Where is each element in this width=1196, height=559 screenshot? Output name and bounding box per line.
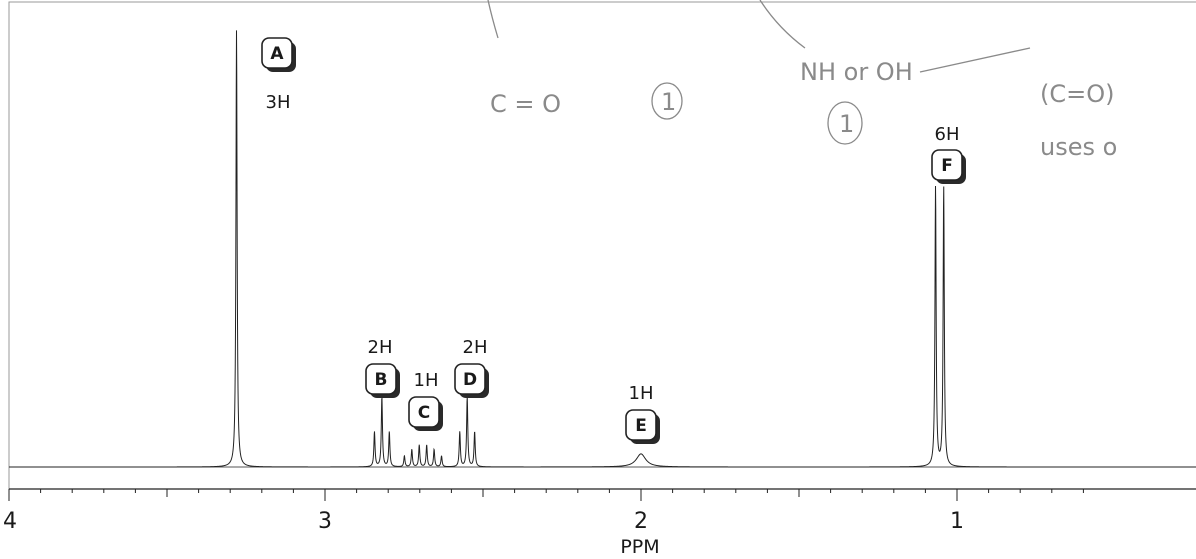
hand-note-uses: uses o xyxy=(1040,133,1117,161)
hand-note-c-eq-o: (C=O) xyxy=(1040,80,1114,108)
x-tick-label: 4 xyxy=(3,509,17,534)
plot-frame xyxy=(8,1,1196,490)
spectrum-trace xyxy=(9,30,1196,468)
peak-letter: D xyxy=(463,370,477,390)
badge-box xyxy=(931,149,963,181)
x-ticks xyxy=(8,489,1084,501)
peak-label-d: D 2H xyxy=(454,337,489,398)
hand-note-1a: 1 xyxy=(661,88,676,116)
hand-circle-1 xyxy=(651,82,683,120)
peak-label-c: C 1H xyxy=(408,370,443,431)
badge-box xyxy=(625,409,657,441)
hand-circle-2 xyxy=(827,101,863,145)
peak-label-a: A 3H xyxy=(261,37,296,113)
x-tick-label: 1 xyxy=(950,509,964,534)
handwritten-annotations: C = O 1 NH or OH 1 (C=O) uses o xyxy=(487,0,1117,161)
hand-note-co: C = O xyxy=(490,90,561,118)
peak-letter: E xyxy=(635,416,647,436)
badge-box xyxy=(408,396,440,428)
peak-integration: 6H xyxy=(935,124,960,145)
x-tick-label: 3 xyxy=(318,509,332,534)
hand-arrow-1 xyxy=(487,0,499,39)
peak-letter: B xyxy=(375,370,388,390)
badge-box xyxy=(365,363,397,395)
peak-label-f: F 6H xyxy=(931,124,966,184)
badge-box xyxy=(454,363,486,395)
peak-integration: 3H xyxy=(266,92,291,113)
hand-note-nh: NH or OH xyxy=(800,58,913,86)
peak-letter: A xyxy=(270,44,284,64)
badge-box xyxy=(261,37,293,69)
peak-label-b: B 2H xyxy=(365,337,400,398)
peak-letter: C xyxy=(418,403,430,423)
hand-arrow-2 xyxy=(759,0,806,49)
peak-labels: A 3H B 2H C 1H D 2H E 1H F 6H xyxy=(261,37,966,444)
x-tick-labels: 4 3 2 1 xyxy=(3,509,964,534)
x-tick-label: 2 xyxy=(634,509,648,534)
peak-label-e: E 1H xyxy=(625,383,660,444)
hand-strikethrough xyxy=(919,47,1031,73)
peak-integration: 1H xyxy=(414,370,439,391)
x-axis-title: PPM xyxy=(620,536,659,558)
peak-letter: F xyxy=(941,156,953,176)
peak-integration: 2H xyxy=(368,337,393,358)
peak-integration: 1H xyxy=(629,383,654,404)
hand-note-1b: 1 xyxy=(839,110,854,138)
peak-integration: 2H xyxy=(463,337,488,358)
